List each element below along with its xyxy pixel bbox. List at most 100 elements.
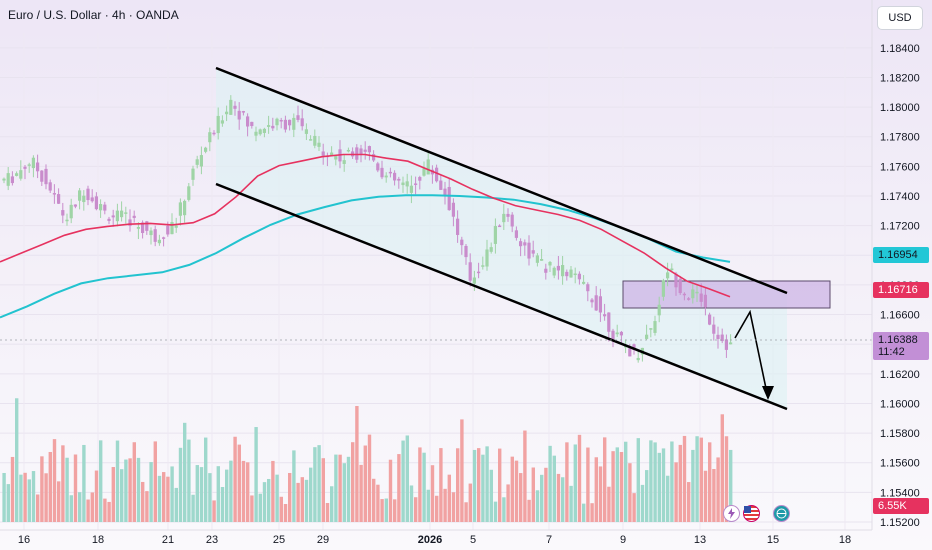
volume-bar [619, 452, 624, 522]
volume-bar [699, 437, 703, 522]
x-tick-label: 23 [206, 534, 218, 546]
candle-body [52, 193, 56, 195]
volume-bar [23, 472, 27, 522]
volume-bar [157, 475, 162, 522]
volume-bar [325, 503, 330, 522]
y-tick-label: 1.15200 [880, 517, 920, 529]
candle-body [645, 334, 649, 339]
volume-bar [439, 448, 443, 522]
volume-bar [695, 436, 699, 522]
volume-bar [27, 479, 31, 522]
symbol-title[interactable]: Euro / U.S. Dollar · 4h · OANDA [8, 8, 179, 22]
volume-bar [267, 478, 271, 522]
target-zone[interactable] [622, 280, 831, 309]
volume-bar [556, 473, 561, 522]
x-tick-label: 5 [470, 534, 476, 546]
candle-body [397, 178, 401, 181]
volume-bar [590, 503, 594, 522]
candle-body [19, 170, 23, 179]
candle-body [472, 277, 476, 284]
volume-bar [468, 483, 472, 522]
volume-bar [456, 448, 460, 522]
candle-body [573, 273, 577, 276]
candle-body [531, 250, 535, 254]
projection-arrow-head [762, 386, 774, 400]
volume-bar [330, 486, 334, 522]
volume-bar [594, 457, 598, 522]
volume-bar [372, 478, 376, 522]
lightning-event-icon[interactable] [723, 505, 740, 522]
channel-lower-line[interactable] [215, 182, 788, 411]
candle-body [682, 293, 686, 296]
candle-body [552, 267, 556, 276]
candle-body [157, 239, 161, 244]
current-price-value: 1.16388 [878, 334, 918, 346]
ma-slow-price-tag: 1.16954 [873, 247, 929, 263]
currency-button[interactable]: USD [877, 6, 923, 30]
volume-bar [187, 439, 191, 522]
candle-body [262, 128, 266, 133]
globe-event-icon[interactable] [773, 505, 790, 522]
volume-bar [321, 458, 325, 522]
us-flag-event-icon[interactable] [743, 505, 760, 522]
volume-bar [598, 466, 603, 522]
volume-bar [720, 414, 724, 522]
volume-bar [510, 456, 514, 522]
volume-bar [451, 492, 456, 522]
x-tick-label: 7 [546, 534, 552, 546]
volume-bar [687, 482, 691, 522]
candle-body [695, 291, 699, 294]
channel-fill [216, 68, 787, 410]
volume-bar [275, 474, 279, 522]
volume-bar [418, 447, 422, 522]
volume-bar [191, 494, 195, 522]
candle-body [149, 230, 153, 236]
volume-bar [254, 427, 258, 522]
volume-bar [380, 499, 384, 522]
volume-bar [15, 398, 19, 522]
volume-bar [233, 436, 237, 522]
volume-bar [120, 469, 124, 522]
volume-bar [86, 499, 90, 522]
x-tick-label: 9 [620, 534, 626, 546]
volume-tag: 6.55K [873, 498, 929, 514]
candle-body [300, 118, 304, 127]
candle-body [271, 125, 275, 129]
candle-body [489, 247, 493, 252]
candle-body [99, 204, 103, 211]
candle-body [598, 296, 602, 313]
candle-body [355, 147, 359, 160]
volume-bar [670, 441, 674, 522]
candle-body [435, 167, 439, 182]
y-tick-label: 1.16200 [880, 369, 920, 381]
candle-body [519, 241, 523, 247]
volume-bar [573, 444, 577, 522]
candle-body [649, 328, 653, 330]
candle-body [78, 190, 82, 201]
volume-bar [716, 457, 720, 522]
channel-upper-line[interactable] [215, 66, 788, 295]
candle-body [590, 299, 594, 303]
volume-bar [367, 434, 372, 522]
volume-bar [569, 485, 573, 522]
volume-bar [94, 470, 99, 522]
volume-bar [514, 460, 519, 522]
candle-body [103, 204, 107, 211]
candle-body [540, 259, 544, 261]
candle-body [544, 268, 548, 273]
volume-bar [674, 462, 678, 522]
candle-body [359, 148, 363, 155]
candle-body [166, 225, 170, 235]
volume-bar [90, 492, 94, 522]
candle-body [594, 295, 598, 311]
candle-body [187, 186, 191, 200]
volume-bar [279, 496, 283, 522]
candle-body [582, 281, 586, 284]
volume-bar [300, 477, 304, 522]
candle-body [506, 213, 510, 217]
volume-bar [430, 465, 435, 522]
candle-body [409, 185, 413, 193]
x-tick-label: 16 [18, 534, 30, 546]
